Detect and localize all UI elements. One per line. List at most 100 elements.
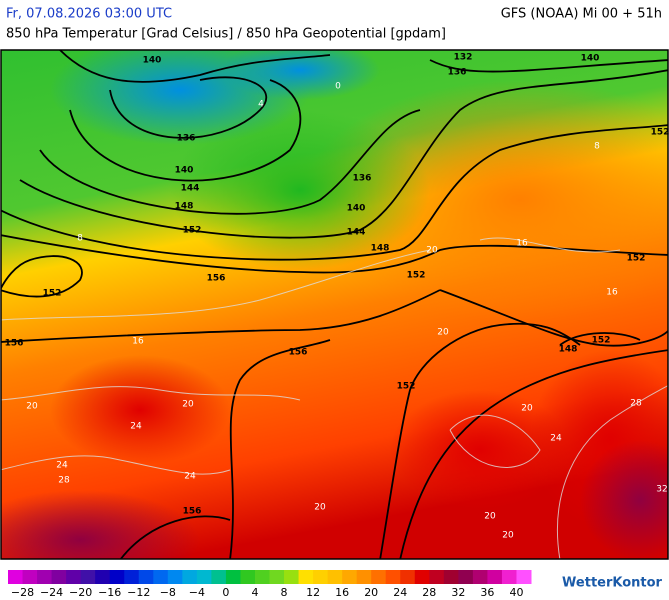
isotherm-label: 16 bbox=[606, 288, 618, 298]
map-subtitle: 850 hPa Temperatur [Grad Celsius] / 850 … bbox=[6, 27, 446, 42]
contour-label: 156 bbox=[5, 339, 24, 349]
colorbar-swatch bbox=[443, 570, 459, 584]
contour-label: 136 bbox=[177, 134, 196, 144]
contour-label: 148 bbox=[371, 244, 390, 254]
geopotential-labels: 140 132 136 140 136 140 144 148 152 136 140 144 148 1… bbox=[5, 53, 669, 517]
colorbar-swatch bbox=[109, 570, 125, 584]
contour-label: 140 bbox=[581, 54, 600, 64]
colorbar-swatch bbox=[385, 570, 401, 584]
colorbar-tick-label: 28 bbox=[422, 586, 436, 599]
contour-label: 140 bbox=[347, 204, 366, 214]
colorbar-swatch bbox=[516, 570, 532, 584]
colorbar-tick-label: −8 bbox=[160, 586, 176, 599]
map-field bbox=[1, 50, 668, 559]
colorbar-swatch bbox=[80, 570, 96, 584]
isotherm-label: 20 bbox=[521, 404, 533, 414]
isotherm-label: 0 bbox=[335, 82, 341, 92]
isotherm-label: 20 bbox=[437, 328, 449, 338]
isotherm-label: 28 bbox=[58, 476, 70, 486]
logo: WetterKontor bbox=[562, 576, 663, 591]
contour-label: 152 bbox=[407, 271, 426, 281]
colorbar-swatch bbox=[22, 570, 38, 584]
contour-label: 136 bbox=[448, 68, 467, 78]
contour-label: 144 bbox=[181, 184, 200, 194]
colorbar-swatch bbox=[356, 570, 372, 584]
colorbar-swatch bbox=[327, 570, 343, 584]
isotherm-label: 20 bbox=[26, 402, 38, 412]
colorbar-swatch bbox=[487, 570, 503, 584]
isotherm-label: 20 bbox=[484, 512, 496, 522]
colorbar-swatch bbox=[240, 570, 256, 584]
colorbar-swatch bbox=[124, 570, 140, 584]
colorbar-tick-label: −28 bbox=[11, 586, 34, 599]
isotherm-label: 20 bbox=[502, 531, 514, 541]
contour-label: 140 bbox=[143, 56, 162, 66]
colorbar-swatch bbox=[51, 570, 67, 584]
colorbar-tick-label: 40 bbox=[509, 586, 523, 599]
colorbar-swatch bbox=[269, 570, 285, 584]
isotherm-label: 24 bbox=[56, 461, 68, 471]
colorbar: −28 −24 −20 −16 −12 −8 −4 0 4 8 12 16 20 24 28 32 36 40 bbox=[8, 570, 532, 599]
contour-label: 152 bbox=[43, 289, 62, 299]
colorbar-swatch bbox=[501, 570, 517, 584]
colorbar-tick-label: 8 bbox=[281, 586, 288, 599]
isotherm-label: 20 bbox=[182, 400, 194, 410]
contour-label: 156 bbox=[289, 348, 308, 358]
isotherm-label: 16 bbox=[516, 239, 528, 249]
colorbar-swatch bbox=[167, 570, 183, 584]
colorbar-tick-label: 12 bbox=[306, 586, 320, 599]
colorbar-swatch bbox=[182, 570, 198, 584]
isotherm-label: 24 bbox=[184, 472, 196, 482]
colorbar-tick-label: 24 bbox=[393, 586, 407, 599]
colorbar-swatch bbox=[153, 570, 169, 584]
colorbar-tick-label: −16 bbox=[98, 586, 121, 599]
colorbar-tick-label: 16 bbox=[335, 586, 349, 599]
colorbar-tick-label: 4 bbox=[251, 586, 258, 599]
contour-label: 140 bbox=[175, 166, 194, 176]
contour-label: 152 bbox=[651, 128, 669, 138]
contour-label: 156 bbox=[207, 274, 226, 284]
contour-label: 156 bbox=[183, 507, 202, 517]
colorbar-swatch bbox=[138, 570, 154, 584]
contour-label: 132 bbox=[454, 53, 473, 63]
colorbar-swatch bbox=[8, 570, 24, 584]
colorbar-tick-label: 32 bbox=[451, 586, 465, 599]
isotherm-label: 24 bbox=[550, 434, 562, 444]
temperature-labels: 0 4 8 8 20 24 20 24 28 24 20 24 28 32 20 20 20 16 16 20 20 16 bbox=[26, 82, 667, 541]
isotherm-label: 4 bbox=[258, 100, 264, 110]
colorbar-swatch bbox=[313, 570, 329, 584]
colorbar-swatch bbox=[37, 570, 53, 584]
colorbar-tick-label: 20 bbox=[364, 586, 378, 599]
contour-label: 152 bbox=[183, 226, 202, 236]
colorbar-swatch bbox=[414, 570, 430, 584]
contour-label: 136 bbox=[353, 174, 372, 184]
colorbar-swatch bbox=[225, 570, 241, 584]
colorbar-swatch bbox=[429, 570, 445, 584]
contour-label: 148 bbox=[175, 202, 194, 212]
isotherm-label: 32 bbox=[656, 485, 667, 495]
isotherm-label: 16 bbox=[132, 337, 144, 347]
contour-label: 152 bbox=[627, 254, 646, 264]
valid-time: Fr, 07.08.2026 03:00 UTC bbox=[6, 7, 172, 22]
colorbar-swatch bbox=[342, 570, 358, 584]
contour-label: 152 bbox=[592, 336, 611, 346]
colorbar-tick-label: −12 bbox=[127, 586, 150, 599]
isotherm-label: 8 bbox=[77, 234, 83, 244]
colorbar-tick-label: −24 bbox=[40, 586, 63, 599]
colorbar-tick-label: −20 bbox=[69, 586, 92, 599]
isotherm-label: 24 bbox=[130, 422, 142, 432]
contour-label: 148 bbox=[559, 345, 578, 355]
colorbar-swatch bbox=[298, 570, 314, 584]
isotherm-label: 28 bbox=[630, 399, 642, 409]
contour-label: 144 bbox=[347, 228, 366, 238]
colorbar-tick-label: −4 bbox=[189, 586, 205, 599]
colorbar-swatch bbox=[254, 570, 270, 584]
colorbar-swatch bbox=[284, 570, 300, 584]
colorbar-swatch bbox=[196, 570, 212, 584]
colorbar-swatch bbox=[458, 570, 474, 584]
contour-label: 152 bbox=[397, 382, 416, 392]
model-run: GFS (NOAA) Mi 00 + 51h bbox=[501, 7, 662, 22]
map-frame bbox=[0, 49, 669, 560]
